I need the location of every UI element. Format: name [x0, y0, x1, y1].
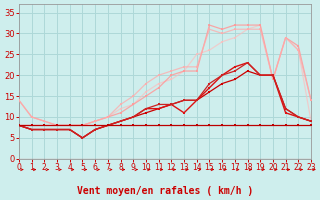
X-axis label: Vent moyen/en rafales ( km/h ): Vent moyen/en rafales ( km/h ) [77, 186, 253, 196]
